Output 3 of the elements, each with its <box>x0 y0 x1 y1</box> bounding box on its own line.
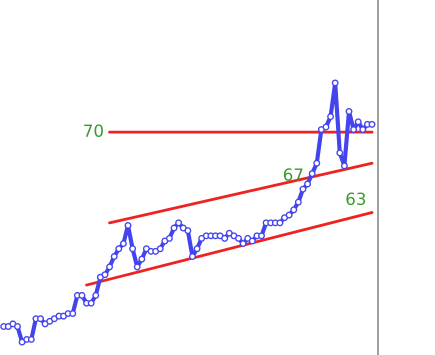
series-label: 70 <box>84 124 103 137</box>
series-label: 63 <box>346 192 366 206</box>
series-label: 67 <box>284 168 303 181</box>
